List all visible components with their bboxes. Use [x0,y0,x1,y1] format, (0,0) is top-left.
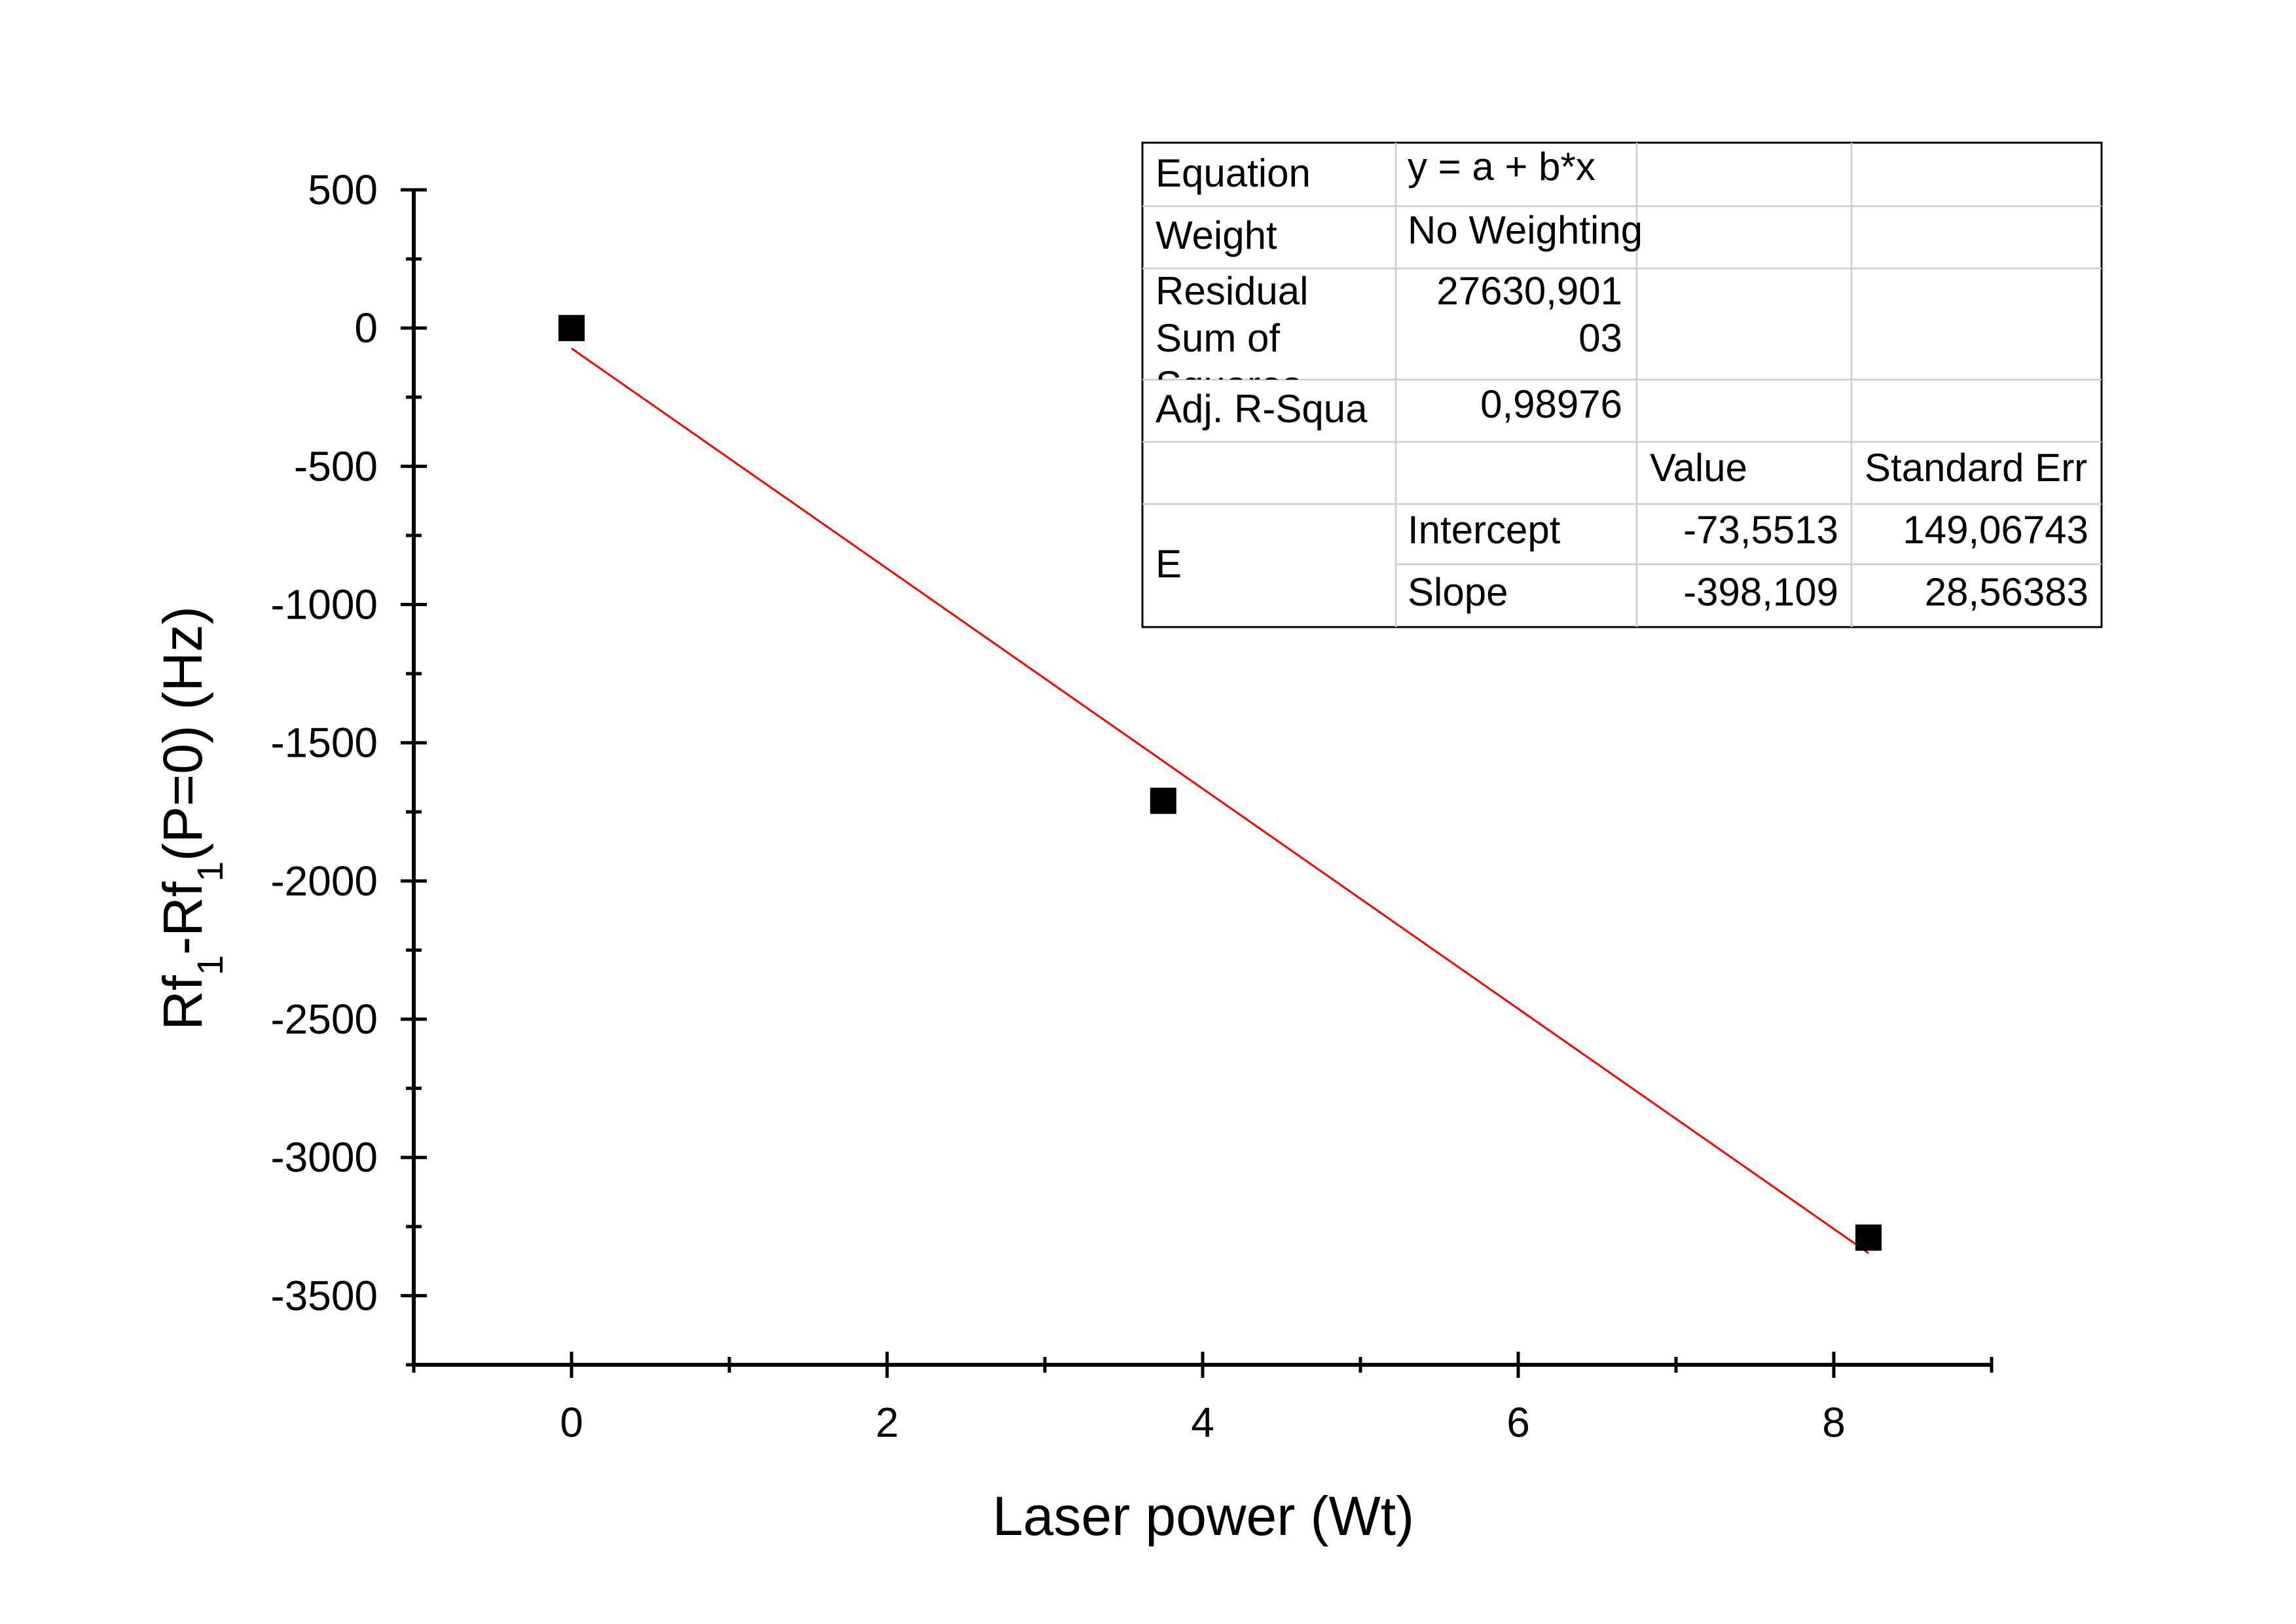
stats-value-equation: y = a + b*x [1408,145,1595,189]
stats-label-intercept: Intercept [1408,508,1561,552]
stats-table: Equation y = a + b*x Weight No Weighting Res… [1141,141,2103,628]
y-tick-label: -3500 [270,1272,378,1319]
stats-value-weight: No Weighting [1408,208,1643,252]
x-tick-label: 4 [1191,1399,1214,1446]
x-axis-title: Laser power (Wt) [993,1485,1414,1547]
stats-value-adj-r-square: 0,98976 [1480,382,1622,426]
data-point [1855,1224,1882,1251]
data-points-layer [558,315,1882,1251]
stats-header-value: Value [1650,446,1747,490]
stats-header-standard-error: Standard Err [1865,446,2087,490]
y-tick-label: -1000 [270,581,378,628]
y-tick-label: -3000 [270,1134,378,1181]
y-tick-label: 500 [308,166,378,213]
stats-slope-error: 28,56383 [1925,570,2088,614]
y-tick-label: 0 [354,304,378,352]
linear-fit-line [571,348,1869,1254]
stats-value-rss: 27630,901 03 [1436,269,1622,360]
x-tick-label: 0 [560,1399,583,1446]
stats-intercept-value: -73,5513 [1683,508,1838,552]
x-tick-label: 2 [875,1399,899,1446]
y-tick-label: -2000 [270,857,378,905]
data-point [558,315,585,342]
stats-label-slope: Slope [1408,570,1508,614]
stats-label-equation: Equation [1156,151,1311,195]
data-point [1150,787,1176,814]
x-tick-label: 8 [1822,1399,1846,1446]
stats-intercept-error: 149,06743 [1903,508,2088,552]
y-tick-label: -2500 [270,996,378,1043]
y-axis-title: Rf1-Rf1(P=0) (Hz) [152,606,230,1030]
stats-label-adj-r-square: Adj. R-Squa [1156,387,1368,431]
stats-table-frame [1141,141,2103,628]
y-tick-label: -500 [294,442,378,490]
axes: 0 2 4 6 8 500 0 -500 -1000 -1500 -2000 -2500 -3000 -3… [270,166,1994,1446]
stats-label-e: E [1156,542,1182,586]
x-tick-label: 6 [1506,1399,1530,1446]
stats-slope-value: -398,109 [1683,570,1838,614]
y-tick-label: -1500 [270,719,378,767]
stats-label-weight: Weight [1156,213,1277,257]
fit-line-layer [571,348,1869,1254]
